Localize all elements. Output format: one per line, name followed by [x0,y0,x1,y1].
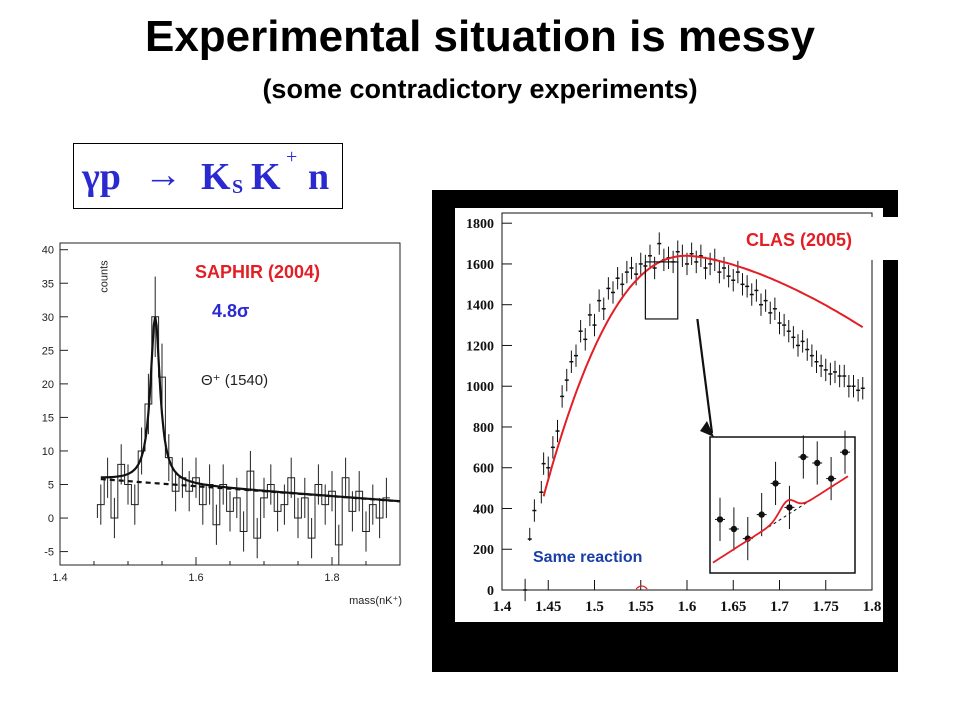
slide-title: Experimental situation is messy [144,12,816,61]
clas-inset-data-point [827,475,835,482]
clas-inset-data-point [758,511,765,518]
clas-y-tick-label: 200 [473,543,494,558]
clas-x-tick-label: 1.7 [770,599,789,615]
clas-inset-data-point [730,525,738,533]
clas-x-tick-label: 1.45 [535,599,561,615]
clas-inset-data-point [841,449,849,456]
clas-inset-data-point [716,516,724,523]
formula-k2: K [251,156,281,198]
clas-bottom-feature [635,585,648,590]
clas-zoom-arrow-head [700,421,714,437]
clas-inset-data-point [786,504,793,511]
clas-fit-curve [542,254,864,497]
clas-x-tick-label: 1.75 [813,599,839,615]
slide-subtitle: (some contradictory experiments) [262,74,698,104]
clas-zoom-arrow-line [696,318,714,434]
clas-x-tick-label: 1.5 [585,599,604,615]
clas-y-tick-label: 600 [473,462,494,477]
clas-inset-data-point [814,459,821,467]
clas-y-tick-label: 800 [473,421,494,436]
formula-subscript-s: S [232,176,244,198]
clas-y-tick-label: 1200 [466,339,494,354]
reaction-formula: γp → K S K + n [73,143,343,209]
clas-inset-data-point [800,453,807,461]
formula-gamma-p: γp [82,156,121,198]
clas-y-tick-label: 1600 [466,258,494,273]
clas-y-tick-label: 0 [487,584,494,599]
same-reaction-background [528,541,698,569]
formula-arrow: → [144,154,182,196]
same-reaction-annotation: Same reaction [533,549,642,566]
clas-label-background [737,217,907,260]
clas-x-tick-label: 1.8 [863,599,882,615]
clas-zoom-window [644,261,679,320]
clas-inset-data-point [772,480,779,487]
formula-superscript-plus: + [286,146,298,168]
clas-y-tick-label: 1000 [466,380,494,395]
clas-x-tick-label: 1.6 [678,599,697,615]
clas-x-tick-label: 1.65 [720,599,746,615]
clas-y-tick-label: 1400 [466,299,494,314]
clas-label: CLAS (2005) [746,230,852,250]
clas-x-tick-label: 1.55 [628,599,654,615]
clas-y-tick-label: 400 [473,502,494,517]
formula-k: K [201,156,231,198]
clas-y-tick-label: 1800 [466,217,494,232]
clas-inset-fit [712,475,849,564]
formula-n: n [308,156,330,198]
clas-x-tick-label: 1.4 [493,599,512,615]
